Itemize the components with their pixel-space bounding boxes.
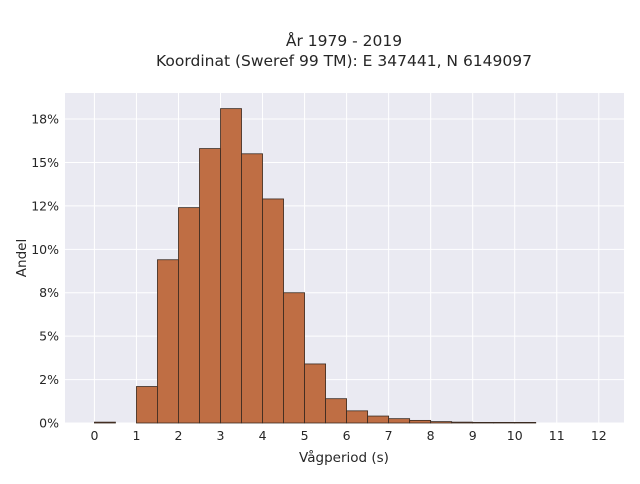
histogram-bar [409,419,432,424]
histogram-bar [199,148,221,424]
x-tick-label: 7 [385,428,393,443]
histogram-bar [388,418,411,424]
y-tick-label: 2% [39,372,59,387]
y-tick-label: 8% [39,285,59,300]
histogram-bar [451,421,474,424]
x-tick-label: 10 [507,428,523,443]
y-axis-label: Andel [14,239,30,277]
x-tick-label: 1 [132,428,140,443]
histogram-bars [94,108,537,424]
chart-title-line1: År 1979 - 2019 [286,31,402,50]
histogram-bar [304,363,326,424]
x-tick-label: 12 [591,428,607,443]
x-tick-label: 0 [90,428,98,443]
y-tick-label: 10% [31,242,59,257]
plot-background [65,93,624,423]
x-tick-label: 4 [259,428,267,443]
histogram-bar [430,421,453,424]
histogram-bar [157,259,179,424]
x-tick-label: 11 [549,428,565,443]
histogram-bar [472,421,495,424]
histogram-bar [262,198,284,424]
histogram-bar [241,153,263,424]
histogram-bar [367,415,390,424]
histogram-bar [493,421,516,424]
y-tick-label: 0% [39,416,59,431]
histogram-bar [178,207,200,424]
histogram-bar [94,421,116,424]
histogram-bar [136,386,158,424]
x-tick-label: 6 [343,428,351,443]
y-tick-label: 15% [31,155,59,170]
histogram-bar [346,410,369,424]
histogram-bar [283,292,305,424]
y-tick-label: 12% [31,198,59,213]
y-tick-label: 18% [31,112,59,127]
x-tick-label: 5 [301,428,309,443]
x-tick-label: 2 [175,428,183,443]
histogram-bar [514,421,537,424]
x-tick-labels: 0 1 2 3 4 5 6 7 8 9 10 11 12 [90,428,606,443]
chart-title-line2: Koordinat (Sweref 99 TM): E 347441, N 61… [156,52,532,70]
y-tick-label: 5% [39,329,59,344]
x-tick-label: 9 [469,428,477,443]
histogram-bar [325,398,348,424]
histogram-bar [220,108,242,424]
x-axis-label: Vågperiod (s) [299,449,389,466]
y-tick-labels: 0% 2% 5% 8% 10% 12% 15% 18% [31,112,59,431]
x-tick-label: 8 [427,428,435,443]
x-tick-label: 3 [217,428,225,443]
